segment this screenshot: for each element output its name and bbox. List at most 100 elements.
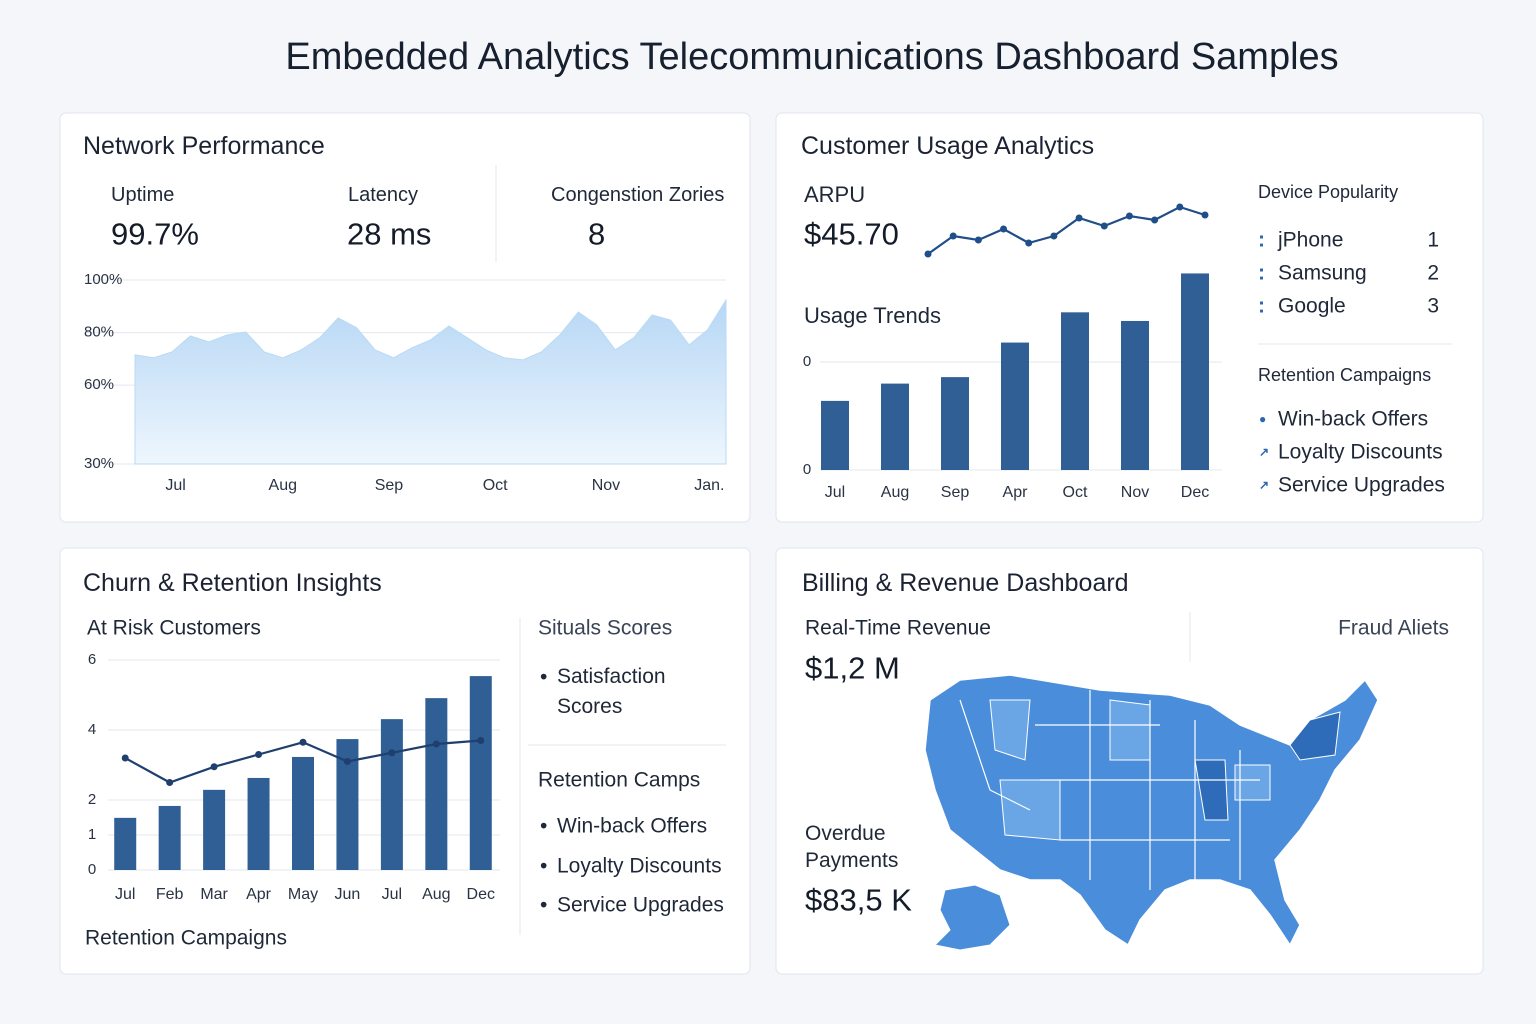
x-tick-label: Nov [1121, 484, 1149, 501]
section-title: Device Popularity [1258, 182, 1399, 203]
sparkline-point [1151, 216, 1159, 224]
list-item: Service Upgrades [1278, 473, 1445, 497]
trend-point [343, 758, 351, 765]
y-tick-label: 30% [84, 455, 114, 472]
sparkline-point [1176, 203, 1184, 211]
y-tick-label: 0 [803, 353, 811, 370]
page-title: Embedded Analytics Telecommunications Da… [285, 36, 1339, 79]
section-title: Retention Campaigns [1258, 365, 1432, 386]
x-tick-label: Aug [269, 477, 297, 494]
x-tick-label: Jul [165, 477, 185, 494]
sparkline-point [924, 250, 932, 258]
kpi-value: $45.70 [804, 216, 899, 252]
bar [292, 756, 314, 870]
sparkline-point [1100, 222, 1108, 230]
x-tick-label: Jan. [694, 477, 724, 494]
sparkline-point [1050, 232, 1058, 240]
x-tick-label: Jul [382, 886, 402, 903]
list-icon: : [1258, 294, 1265, 318]
list-item: Service Upgrades [557, 893, 724, 917]
sparkline-point [1000, 225, 1008, 233]
list-value: 2 [1427, 261, 1439, 285]
list-item: Win-back Offers [1278, 407, 1429, 431]
bar [1001, 342, 1029, 470]
list-item: Samsung [1278, 261, 1367, 285]
bar [1121, 320, 1149, 470]
x-tick-label: Oct [483, 477, 508, 494]
chart-title: Usage Trends [804, 302, 941, 328]
list-item: Loyalty Discounts [557, 853, 722, 877]
y-tick-label: 6 [88, 651, 96, 668]
kpi-value: 28 ms [347, 216, 432, 252]
x-tick-label: Nov [592, 477, 620, 494]
y-tick-label: 80% [84, 324, 114, 341]
trend-point [166, 779, 174, 786]
kpi-label: Overdue Payments [805, 822, 899, 872]
kpi-value: $1,2 M [805, 650, 900, 686]
bar [469, 676, 492, 870]
y-tick-label: 60% [84, 376, 114, 393]
x-tick-label: Apr [246, 886, 272, 903]
kpi-value: 99.7% [111, 216, 199, 252]
bar [881, 383, 909, 470]
bar [203, 789, 226, 870]
bar [1181, 273, 1209, 470]
kpi-label: Real-Time Revenue [805, 616, 991, 640]
bar [821, 400, 849, 470]
x-tick-label: Sep [375, 477, 404, 494]
x-tick-label: Dec [467, 886, 495, 903]
trend-point [299, 738, 307, 746]
panel-title: Network Performance [83, 132, 325, 160]
x-tick-label: Aug [881, 484, 909, 501]
list-item: Win-back Offers [557, 814, 708, 838]
bar [336, 739, 359, 870]
x-tick-label: Oct [1063, 484, 1088, 501]
bullet: • [540, 893, 548, 917]
card [59, 547, 751, 975]
kpi-label: ARPU [804, 181, 866, 207]
kpi-label: Congenstion Zories [551, 184, 725, 206]
bullet: • [540, 814, 548, 838]
sparkline-point [949, 232, 957, 240]
kpi-value: 8 [588, 216, 606, 252]
x-tick-label: Mar [200, 886, 228, 903]
sparkline-point [1125, 212, 1133, 220]
x-tick-label: May [288, 886, 318, 903]
list-icon: ● [1259, 411, 1267, 426]
sparkline-point [974, 236, 982, 244]
y-tick-label: 2 [88, 791, 96, 808]
trend-point [255, 751, 263, 758]
list-icon: ↗ [1259, 477, 1270, 492]
sparkline-point [1201, 211, 1209, 219]
trend-point [388, 749, 396, 757]
list-icon: : [1258, 261, 1265, 285]
x-tick-label: Jul [115, 886, 135, 903]
bar [247, 777, 270, 870]
kpi-label: Latency [348, 184, 419, 206]
trend-point [210, 763, 218, 771]
trend-point [432, 740, 440, 748]
sparkline-point [1025, 239, 1033, 247]
panel-title: Churn & Retention Insights [83, 569, 382, 597]
bullet: • [540, 665, 548, 689]
bullet: • [540, 853, 548, 877]
section-title: Retention Camps [538, 768, 701, 792]
x-tick-label: Sep [941, 484, 970, 501]
trend-point [477, 737, 485, 744]
bar [158, 805, 181, 870]
y-tick-label: 4 [88, 721, 96, 738]
bar [941, 377, 969, 470]
x-tick-label: Jun [335, 886, 361, 903]
us-map [924, 674, 1379, 951]
y-tick-label: 100% [84, 271, 122, 288]
y-tick-label: 0 [803, 461, 811, 478]
x-tick-label: Aug [422, 886, 450, 903]
panel-title: Customer Usage Analytics [801, 132, 1095, 160]
list-item: Google [1278, 294, 1346, 318]
x-tick-label: Apr [1003, 484, 1029, 501]
list-value: 1 [1427, 228, 1439, 252]
kpi-value: $83,5 K [805, 882, 912, 918]
x-tick-label: Feb [156, 886, 184, 903]
list-item: jPhone [1278, 228, 1344, 252]
